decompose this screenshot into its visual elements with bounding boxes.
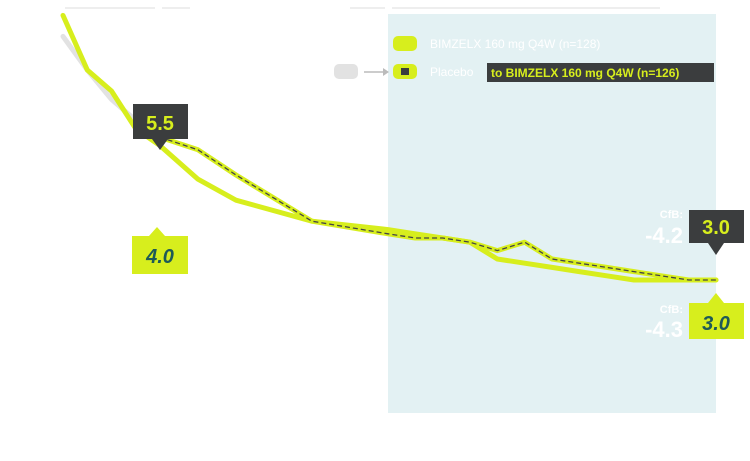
legend-label-switch: to BIMZELX 160 mg Q4W (n=126) [491,66,679,80]
callout-switch-end: 3.0 [689,210,744,255]
legend-label-bimzelx: BIMZELX 160 mg Q4W (n=128) [430,37,600,51]
cfb-bimzelx-value: -4.3 [645,317,683,342]
legend-swatch-placebo [334,64,358,79]
cfb-bimzelx-label: CfB: [660,304,683,316]
callout-bimzelx-start-value: 4.0 [145,246,174,268]
cfb-switch-label: CfB: [660,209,683,221]
callout-bimzelx-end-value: 3.0 [702,313,730,335]
callout-placebo-start: 5.5 [133,104,188,150]
legend-arrow-head [383,68,389,76]
legend-label-placebo: Placebo [430,65,474,79]
legend: BIMZELX 160 mg Q4W (n=128) Placebo to BI… [334,36,714,82]
legend-switch-label-background [487,63,714,82]
legend-swatch-switch-inner [401,68,409,75]
callout-bimzelx-end: 3.0 [689,293,744,339]
callout-switch-end-value: 3.0 [702,217,730,239]
callout-bimzelx-start: 4.0 [132,227,188,274]
series-dash-overlay [159,136,716,281]
callout-placebo-start-value: 5.5 [146,113,174,135]
cfb-switch-value: -4.2 [645,223,683,248]
legend-swatch-bimzelx [393,36,417,51]
